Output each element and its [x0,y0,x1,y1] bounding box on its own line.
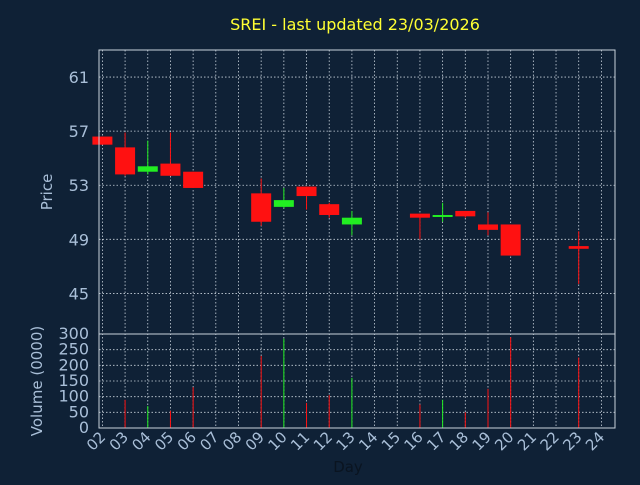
candle-body [160,163,181,176]
price-tick-label: 53 [69,176,89,195]
candle [500,224,521,256]
candle-body [92,136,113,145]
volume-layer [124,337,580,428]
candle-body [409,213,430,218]
price-axis-label: Price [38,174,56,211]
candle [477,212,498,236]
candle [432,202,453,222]
candle [319,202,340,218]
candle [409,213,430,240]
candle [251,178,272,226]
volume-tick-label: 200 [58,355,89,374]
price-tick-label: 57 [69,122,89,141]
candle-body [455,210,476,217]
candle [115,132,136,176]
candle-body [341,217,362,225]
candle [160,132,181,176]
candle-body [296,186,317,197]
price-tick-label: 45 [69,284,89,303]
candle-body [477,224,498,230]
candle-body [500,224,521,256]
candle [183,171,204,188]
candle [568,231,589,284]
candle-body [115,147,136,175]
price-tick-label: 49 [69,230,89,249]
volume-panel-frame [98,333,616,429]
candle [296,186,317,210]
candle [455,210,476,218]
candle-body [137,166,158,172]
volume-axis-label: Volume (0000) [28,326,46,436]
volume-tick-label: 50 [69,402,89,421]
volume-tick-label: 100 [58,387,89,406]
candle-body [251,193,272,222]
candle [341,210,362,236]
price-tick-label: 61 [69,68,89,87]
x-axis-label: Day [333,458,363,476]
candle-body [183,171,204,188]
volume-tick-label: 300 [58,324,89,343]
candle-body [319,204,340,215]
volume-tick-label: 0 [79,418,89,437]
candle-body [273,200,294,207]
candle-body [432,214,453,217]
candle [273,187,294,209]
candle-layer [92,132,589,284]
candle-body [568,246,589,249]
candle [92,136,113,145]
chart-title: SREI - last updated 23/03/2026 [230,15,480,34]
volume-tick-label: 250 [58,340,89,359]
volume-tick-label: 150 [58,371,89,390]
candle [137,140,158,175]
